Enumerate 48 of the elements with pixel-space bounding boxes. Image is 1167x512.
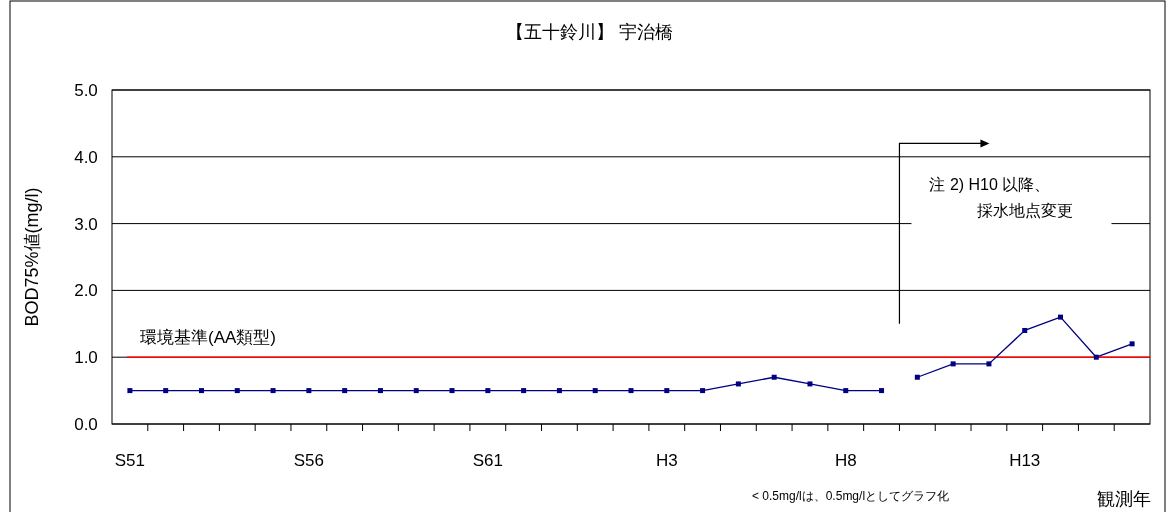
point	[556, 388, 562, 394]
x-tick-label: H3	[655, 451, 678, 470]
point	[807, 381, 813, 387]
point	[986, 361, 992, 367]
point	[879, 388, 885, 394]
point	[914, 374, 920, 380]
point	[342, 388, 348, 394]
point	[1129, 341, 1135, 347]
point	[628, 388, 634, 394]
x-tick-label: S51	[114, 451, 146, 470]
x-tick-label: S61	[472, 451, 503, 470]
point	[700, 388, 706, 394]
x-axis-title: 観測年	[1097, 489, 1151, 509]
chart-title: 【五十鈴川】 宇治橋	[506, 22, 674, 42]
point	[592, 388, 598, 394]
y-tick-label: 4.0	[74, 147, 98, 167]
point	[735, 381, 741, 387]
y-tick-label: 2.0	[74, 281, 98, 301]
point	[234, 388, 240, 394]
y-tick-label: 1.0	[74, 348, 98, 368]
point	[306, 388, 312, 394]
x-tick-label: S56	[293, 451, 324, 470]
text: < 0.5mg/lは、0.5mg/lとしてグラフ化	[752, 489, 950, 503]
y-axis-title: BOD75%値(mg/l)	[22, 187, 42, 327]
y-tick-label: 3.0	[74, 214, 98, 234]
y-tick-label: 0.0	[74, 415, 98, 434]
point	[198, 388, 204, 394]
point	[843, 388, 849, 394]
x-tick-label: H13	[1009, 451, 1041, 470]
point	[163, 388, 169, 394]
y-tick-label: 5.0	[74, 81, 98, 100]
point	[1058, 314, 1064, 320]
point	[270, 388, 276, 394]
ref-line-label: 環境基準(AA類型)	[140, 328, 276, 348]
point	[1022, 327, 1028, 333]
x-tick-label: H8	[834, 451, 857, 470]
point	[377, 388, 383, 394]
point	[521, 388, 527, 394]
point	[664, 388, 670, 394]
point	[771, 374, 777, 380]
point	[127, 388, 133, 394]
point	[950, 361, 956, 367]
point	[449, 388, 455, 394]
point	[1093, 354, 1099, 360]
annotation: 採水地点変更	[977, 202, 1074, 219]
point	[485, 388, 491, 394]
point	[413, 388, 419, 394]
annotation: 注 2) H10 以降、	[929, 176, 1051, 193]
